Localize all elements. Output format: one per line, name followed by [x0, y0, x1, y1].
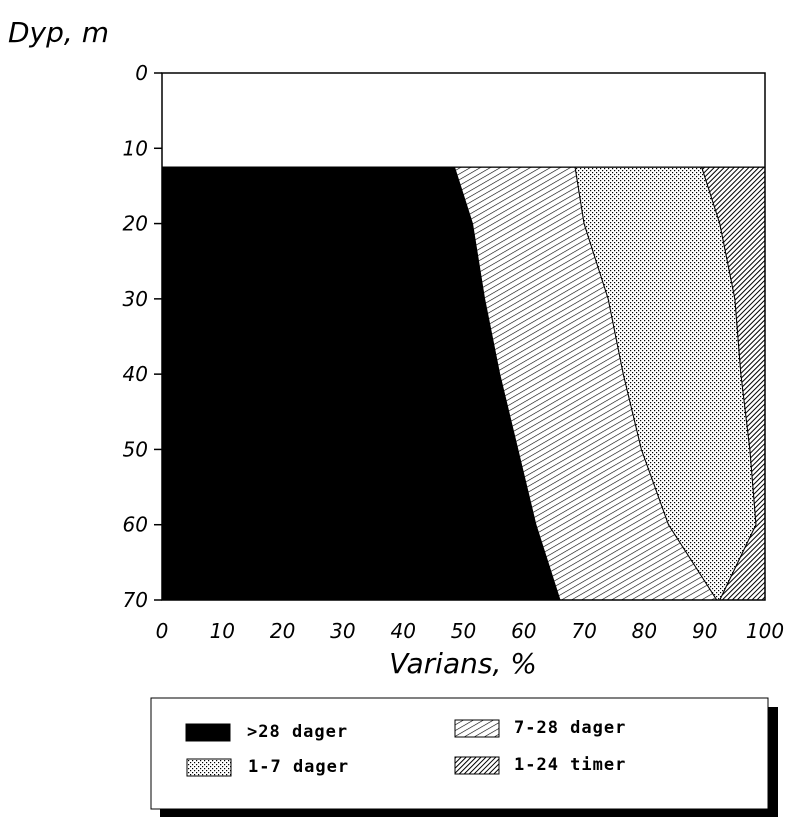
axis-ticks: 0 10 20 30 40 50 60 70 0 10 20 30 40 50 60 70 80 90 100: [123, 61, 785, 643]
legend: >28 dager 7-28 dager 1-7 dager 1-24 timer: [150, 697, 778, 817]
stacked-areas: [161, 166, 766, 601]
x-axis-label: Varians, %: [389, 647, 537, 680]
x-tick-label: 0: [156, 619, 169, 643]
legend-label-28-dager: >28 dager: [247, 722, 348, 742]
x-tick-label: 60: [511, 619, 536, 643]
y-tick-label: 70: [123, 588, 148, 612]
legend-swatch-1-7-dager: [186, 758, 232, 777]
y-tick-label: 60: [123, 513, 148, 537]
plot-frame: [161, 72, 766, 601]
x-tick-label: 20: [270, 619, 295, 643]
y-tick-label: 30: [123, 287, 148, 311]
y-tick-label: 50: [123, 437, 148, 461]
x-tick-label: 70: [571, 619, 596, 643]
legend-swatch-1-24-timer: [454, 756, 500, 775]
x-tick-label: 30: [330, 619, 355, 643]
y-tick-label: 40: [123, 362, 148, 386]
legend-label-7-28-dager: 7-28 dager: [514, 718, 626, 738]
legend-label-1-24-timer: 1-24 timer: [514, 755, 626, 775]
y-tick-label: 20: [123, 212, 148, 236]
legend-box: [150, 697, 769, 810]
x-tick-label: 10: [210, 619, 235, 643]
x-tick-label: 50: [451, 619, 476, 643]
x-tick-label: 40: [390, 619, 415, 643]
legend-swatch-28-dager: [185, 723, 231, 742]
y-axis-label: Dyp, m: [8, 16, 109, 49]
legend-swatch-7-28-dager: [454, 719, 500, 738]
y-tick-label: 0: [135, 61, 148, 85]
x-tick-label: 100: [746, 619, 784, 643]
x-tick-label: 90: [692, 619, 717, 643]
legend-label-1-7-dager: 1-7 dager: [248, 757, 349, 777]
y-tick-label: 10: [123, 136, 148, 160]
x-tick-label: 80: [632, 619, 657, 643]
